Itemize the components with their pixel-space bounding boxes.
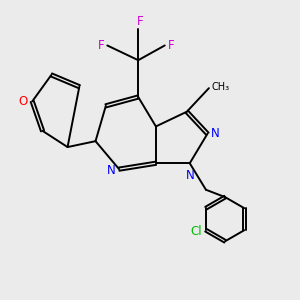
Text: F: F (98, 39, 104, 52)
Text: N: N (107, 164, 116, 177)
Text: N: N (186, 169, 195, 182)
Text: O: O (19, 95, 28, 108)
Text: F: F (168, 39, 174, 52)
Text: N: N (211, 127, 220, 140)
Text: CH₃: CH₃ (211, 82, 230, 92)
Text: F: F (136, 15, 143, 28)
Text: Cl: Cl (191, 225, 203, 238)
